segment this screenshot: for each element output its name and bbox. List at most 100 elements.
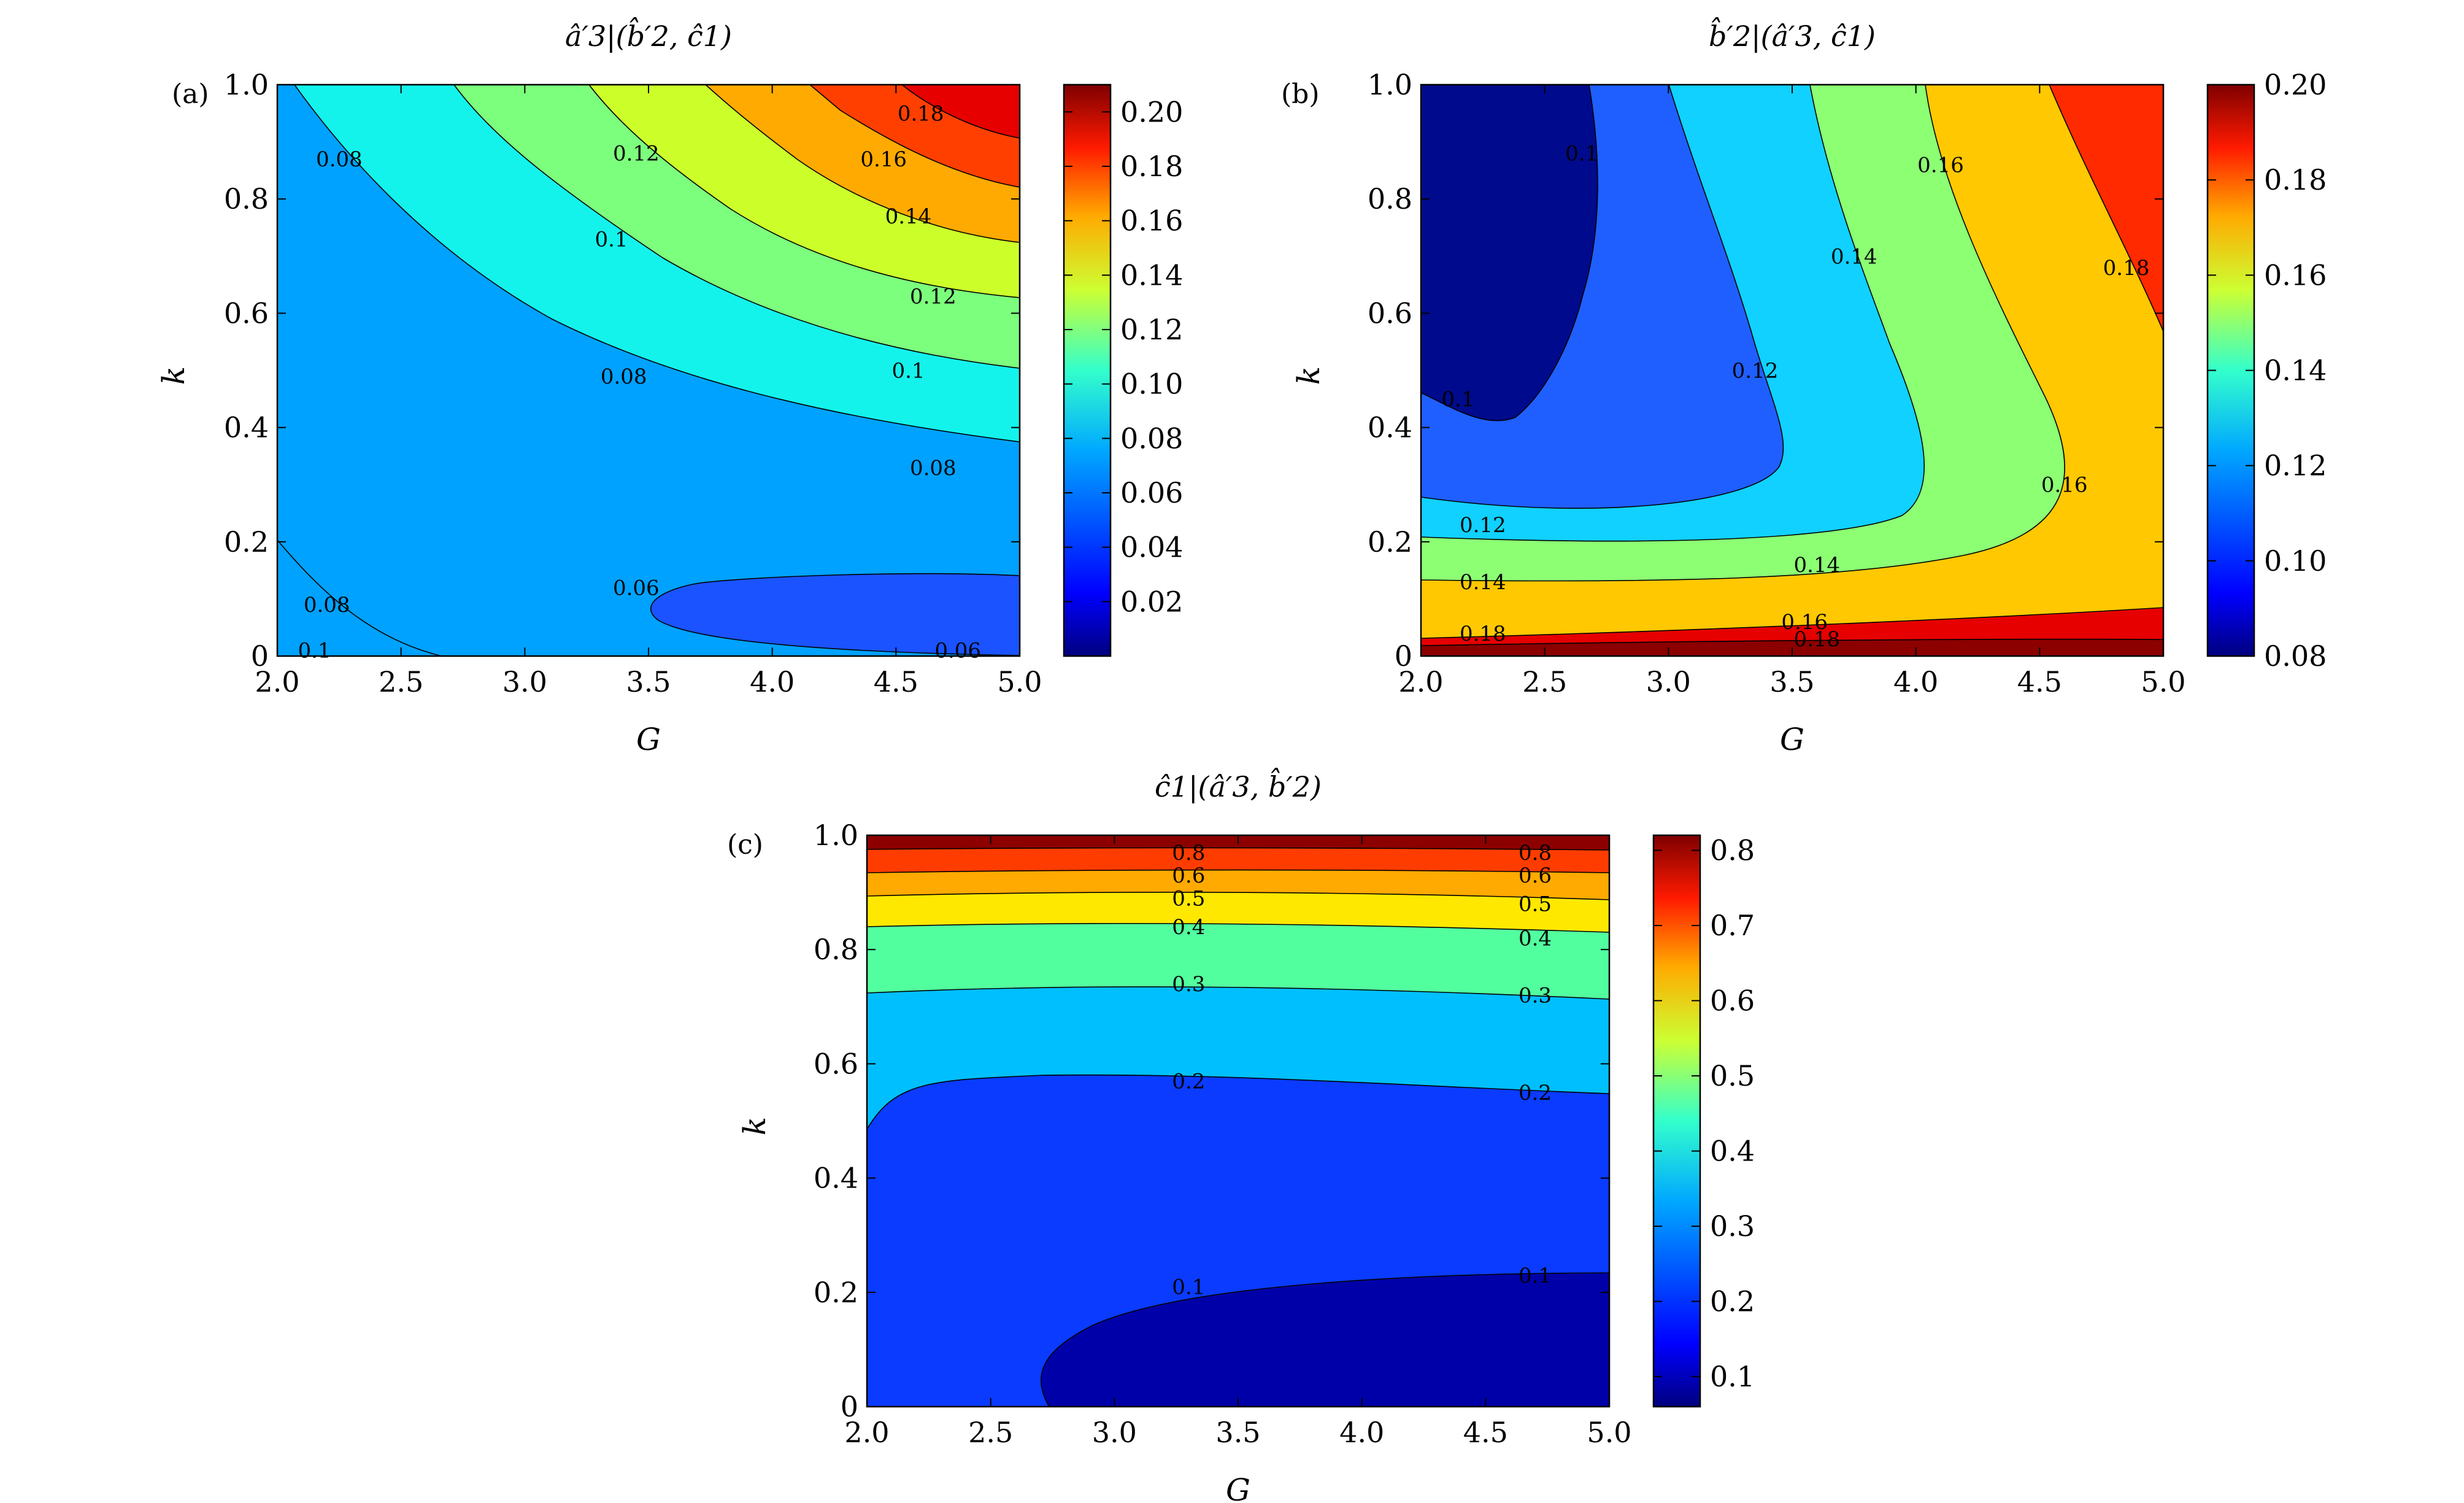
panel-b-title: b̂′2|(â′3, ĉ1) <box>1709 17 1876 53</box>
panel-b-contour-label: 0.18 <box>2103 256 2150 280</box>
panel-c-contour-label: 0.5 <box>1172 886 1205 911</box>
panel-b-contour-fill <box>1421 85 2163 656</box>
panel-b-contour-labels: 0.10.10.120.120.140.140.140.160.160.160.… <box>1441 142 2149 652</box>
panel-a-contour-label: 0.06 <box>613 576 660 600</box>
panel-c-xtick-label: 2.0 <box>844 1416 889 1449</box>
panel-b-xtick-label: 3.0 <box>1646 665 1691 698</box>
panel-c-contour-labels: 0.1 0.10.2 0.20.3 0.30.4 0.40.5 0.50.6 0.60.8 0… <box>1172 841 1552 1300</box>
panel-b-colorbar-ticks: 0.08 0.10 0.12 0.14 0.16 0.18 0.20 <box>2208 68 2327 673</box>
panel-c-xtick-label: 4.5 <box>1463 1416 1508 1449</box>
panel-c-contour-label: 0.2 <box>1172 1069 1205 1094</box>
panel-c-contour-label: 0.4 <box>1519 927 1552 951</box>
panel-a-contour-fill <box>277 85 1020 656</box>
panel-c-contour-label: 0.1 <box>1519 1264 1552 1288</box>
panel-c-contour-label: 0.2 <box>1519 1081 1552 1105</box>
panel-c-colorbar <box>1652 834 1701 1408</box>
panel-a-xtick-label: 3.0 <box>502 665 547 698</box>
panel-b-colorbar-tick-label: 0.10 <box>2264 544 2327 578</box>
panel-a-contour-label: 0.08 <box>601 365 647 389</box>
panel-a-contour-label: 0.08 <box>316 147 363 172</box>
panel-b-colorbar-tick-label: 0.12 <box>2264 449 2327 482</box>
panel-c-ticks: 2.0 2.5 3.0 3.5 4.0 4.5 5.000.20.40.60.81.0 <box>814 819 1632 1449</box>
panel-a-contour-label: 0.06 <box>934 639 981 663</box>
panel-a-colorbar-ticks: 0.02 0.04 0.06 0.08 0.10 0.12 0.14 0.16 0.18 0.20 <box>1064 95 1183 618</box>
panel-b-colorbar-tick-label: 0.16 <box>2264 258 2327 292</box>
panel-c-ytick-label: 0 <box>841 1390 858 1423</box>
panel-a-ytick-label: 0.8 <box>224 182 269 215</box>
panel-a-colorbar-tick-label: 0.20 <box>1120 95 1183 128</box>
panel-b-contour-label: 0.14 <box>1831 244 1877 269</box>
panel-b-contour-label: 0.16 <box>2041 473 2088 498</box>
panel-c-title: ĉ1|(â′3, b̂′2) <box>1155 767 1322 803</box>
panel-a-contour-label: 0.08 <box>304 593 350 617</box>
panel-c-colorbar-tick-label: 0.7 <box>1710 909 1755 942</box>
panel-b-contour-label: 0.1 <box>1441 387 1474 412</box>
panel-c-contour-label: 0.5 <box>1519 892 1552 917</box>
panel-c-colorbar-tick-label: 0.8 <box>1710 834 1755 867</box>
panel-b-contour-label: 0.16 <box>1781 610 1828 635</box>
panel-c-colorbar-tick-label: 0.3 <box>1710 1210 1755 1243</box>
panel-c-ytick-label: 0.6 <box>814 1047 858 1080</box>
panel-b-xtick-label: 2.0 <box>1398 665 1443 698</box>
panel-a-contour-label: 0.14 <box>885 204 932 229</box>
panel-a-title: â′3|(b̂′2, ĉ1) <box>565 17 732 53</box>
panel-a-colorbar-tick-label: 0.02 <box>1120 585 1183 618</box>
panel-a-ytick-label: 0 <box>251 639 269 673</box>
panel-b-ytick-label: 0.2 <box>1368 525 1412 558</box>
panel-b-ticks: 2.0 2.5 3.0 3.5 4.0 4.5 5.0 0 0.2 0.4 0.6 0.8 1.0 <box>1368 68 2186 698</box>
panel-a-ylabel: k <box>156 366 191 385</box>
panel-a-colorbar-tick-label: 0.12 <box>1120 313 1183 346</box>
panel-c-contour-label: 0.8 <box>1519 841 1552 865</box>
panel-a-colorbar-tick-label: 0.08 <box>1120 422 1183 455</box>
panel-a-ytick-label: 0.2 <box>224 525 269 558</box>
panel-a-colorbar-tick-label: 0.16 <box>1120 204 1183 238</box>
panel-a-xtick-label: 4.0 <box>750 665 795 698</box>
panel-c-contour-label: 0.4 <box>1172 915 1205 940</box>
panel-b-ytick-label: 0.8 <box>1368 182 1412 215</box>
panel-b-contour-label: 0.14 <box>1460 570 1506 595</box>
panel-a-xtick-label: 4.5 <box>874 665 918 698</box>
panel-c-xtick-label: 4.0 <box>1339 1416 1384 1449</box>
panel-a: 0.06 0.06 0.08 0.08 0.08 0.08 0.1 0.1 0.1 0.12 0.1… <box>156 17 1183 757</box>
panel-c-colorbar-tick-label: 0.1 <box>1710 1360 1755 1393</box>
panel-a-contour-label: 0.1 <box>891 359 925 384</box>
panel-c: 0.1 0.10.2 0.20.3 0.30.4 0.40.5 0.50.6 0.60.8 0… <box>727 767 1755 1503</box>
panel-a-ytick-label: 0.6 <box>224 296 269 330</box>
panel-a-xtick-label: 5.0 <box>997 665 1042 698</box>
panel-c-colorbar-ticks: 0.1 0.2 0.3 0.4 0.5 0.6 0.7 0.8 <box>1654 834 1755 1393</box>
panel-a-xlabel: G <box>636 722 661 757</box>
panel-c-colorbar-tick-label: 0.2 <box>1710 1285 1755 1318</box>
panel-c-xtick-label: 5.0 <box>1587 1416 1631 1449</box>
panel-b-ytick-label: 1.0 <box>1368 68 1412 101</box>
panel-c-xtick-label: 3.0 <box>1092 1416 1137 1449</box>
panel-a-colorbar-tick-label: 0.06 <box>1120 476 1183 509</box>
panel-a-contour-labels: 0.06 0.06 0.08 0.08 0.08 0.08 0.1 0.1 0.1 0.12 0.1… <box>298 102 981 663</box>
panel-b-ytick-label: 0.6 <box>1368 296 1412 330</box>
panel-b-xtick-label: 4.5 <box>2017 665 2062 698</box>
panel-a-colorbar-tick-label: 0.04 <box>1120 531 1183 564</box>
panel-a-contour-label: 0.08 <box>910 456 957 481</box>
panel-b-contour-label: 0.12 <box>1460 513 1506 538</box>
panel-c-contour-label: 0.6 <box>1519 864 1552 888</box>
panel-c-ytick-label: 0.4 <box>814 1162 858 1195</box>
panel-a-colorbar-tick-label: 0.10 <box>1120 368 1183 401</box>
panel-a-contour-label: 0.18 <box>898 102 944 126</box>
panel-c-ytick-label: 0.2 <box>814 1276 858 1309</box>
panel-c-colorbar-tick-label: 0.4 <box>1710 1135 1755 1168</box>
panel-a-colorbar <box>1063 83 1112 657</box>
panel-a-contour-label: 0.12 <box>613 142 660 166</box>
panel-b-label: (b) <box>1281 79 1320 110</box>
panel-c-contour-label: 0.3 <box>1519 984 1552 1008</box>
panel-c-xtick-label: 2.5 <box>968 1416 1013 1449</box>
panel-b-contour-label: 0.12 <box>1732 359 1779 384</box>
panel-a-contour-label: 0.1 <box>595 227 628 252</box>
panel-a-contour-label: 0.16 <box>860 147 907 172</box>
panel-a-label: (a) <box>172 79 209 110</box>
panel-b-contour-label: 0.18 <box>1793 627 1840 652</box>
panel-c-contour-fill <box>867 835 1609 1407</box>
panel-b-colorbar-tick-label: 0.14 <box>2264 354 2327 387</box>
panel-c-xtick-label: 3.5 <box>1215 1416 1260 1449</box>
panel-a-xtick-label: 2.0 <box>255 665 299 698</box>
panel-c-contour-label: 0.6 <box>1172 864 1205 888</box>
